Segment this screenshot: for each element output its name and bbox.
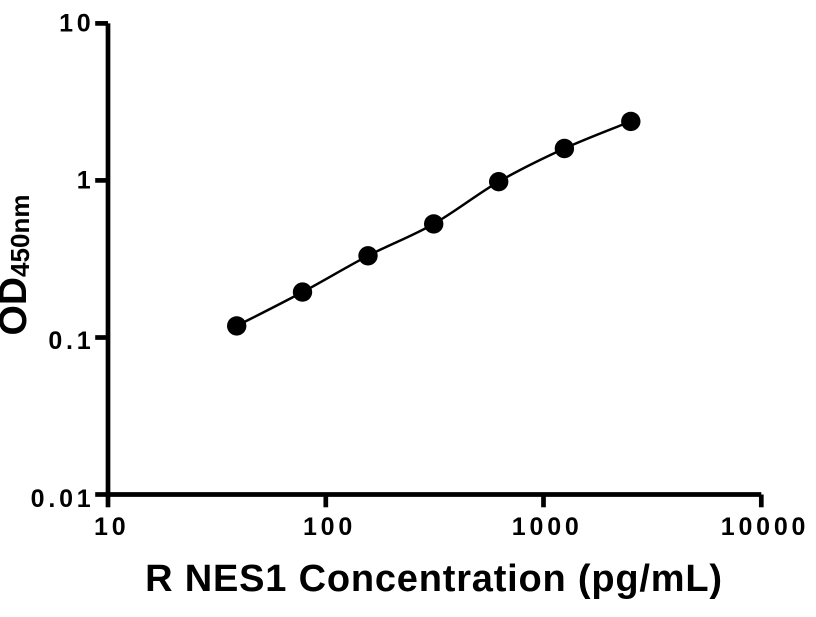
svg-text:OD450nm: OD450nm	[0, 195, 35, 336]
svg-text:1: 1	[77, 167, 95, 195]
svg-text:10000: 10000	[721, 513, 810, 541]
svg-text:10: 10	[94, 513, 129, 541]
svg-text:0.01: 0.01	[31, 485, 95, 513]
svg-text:0.1: 0.1	[48, 327, 94, 355]
svg-text:10: 10	[59, 10, 94, 38]
svg-text:100: 100	[303, 513, 356, 541]
svg-text:R NES1 Concentration (pg/mL): R NES1 Concentration (pg/mL)	[145, 558, 723, 600]
svg-text:1000: 1000	[512, 513, 583, 541]
